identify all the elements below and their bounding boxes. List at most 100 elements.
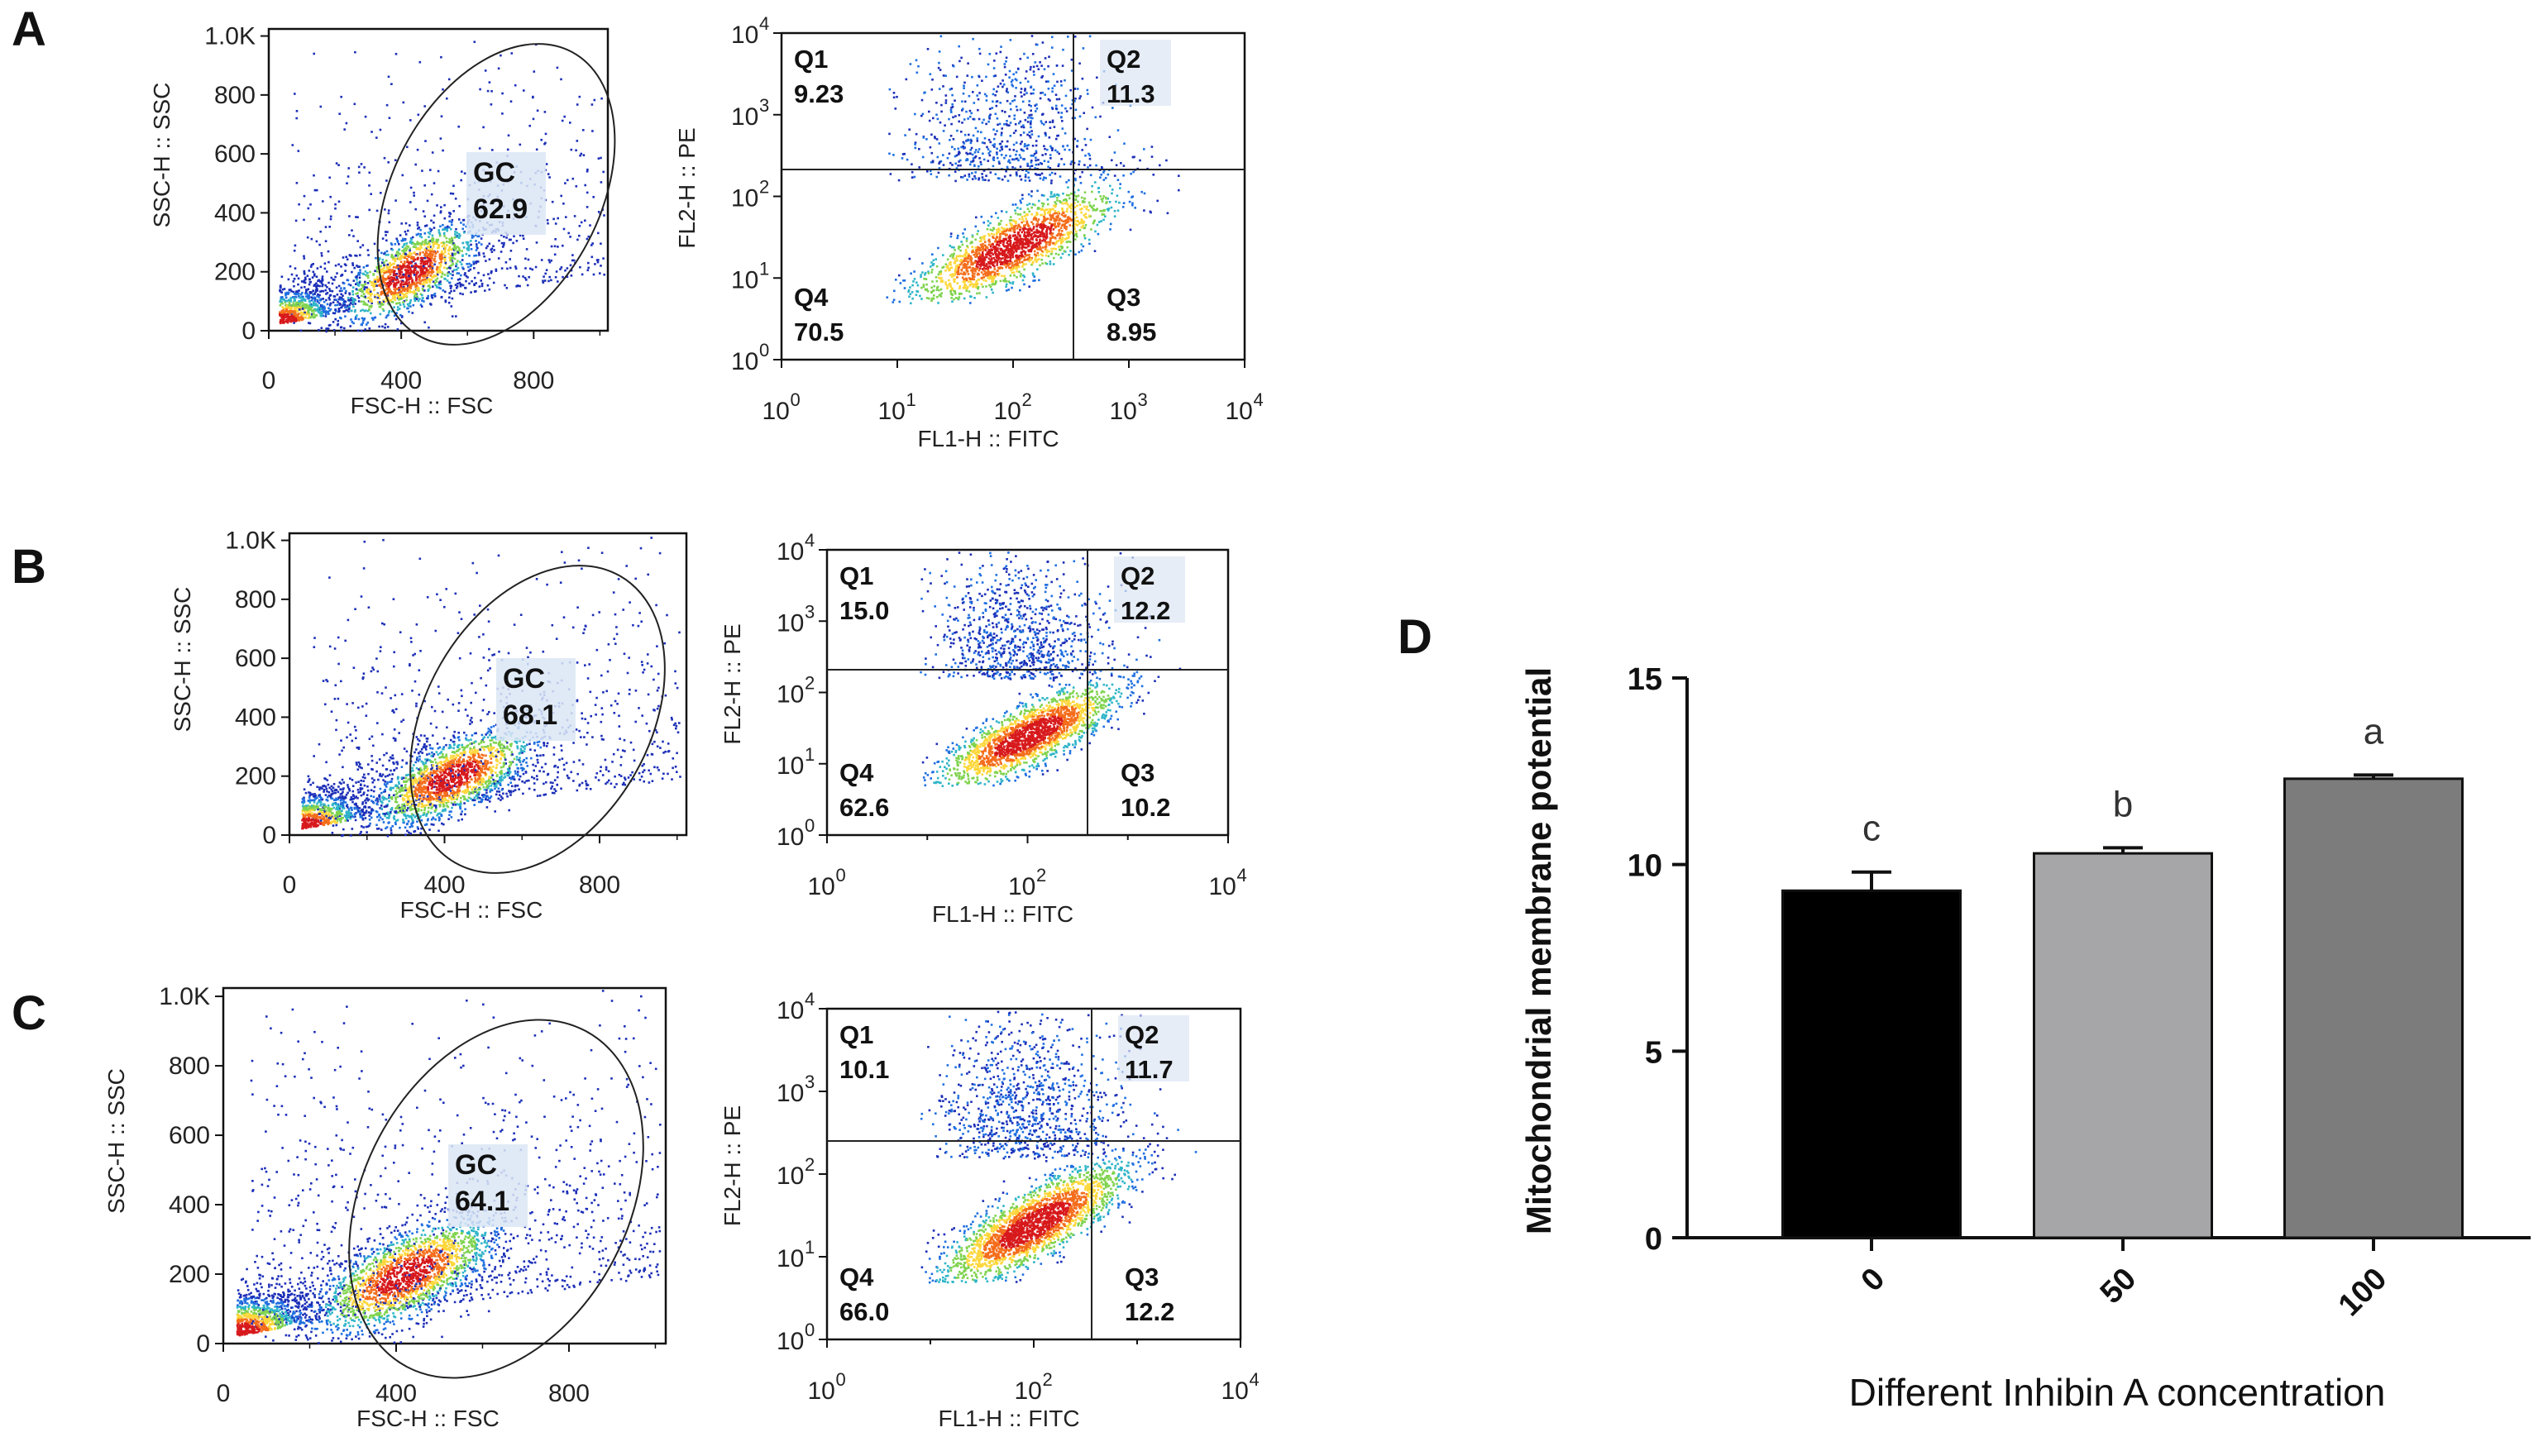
- event-dot: [324, 310, 327, 313]
- event-dot: [370, 304, 372, 308]
- event-dot: [502, 754, 505, 757]
- event-dot: [461, 227, 464, 231]
- event-dot: [326, 779, 329, 781]
- event-dot: [429, 255, 432, 258]
- event-dot: [433, 791, 436, 795]
- event-dot: [471, 748, 473, 751]
- event-dot: [383, 805, 386, 809]
- event-dot: [423, 243, 426, 246]
- event-dot: [300, 286, 303, 289]
- event-dot: [328, 298, 331, 301]
- event-dot: [394, 798, 398, 801]
- event-dot: [305, 291, 308, 294]
- event-dot: [507, 652, 510, 655]
- event-dot: [551, 785, 553, 788]
- event-dot: [596, 260, 600, 264]
- event-dot: [334, 317, 337, 321]
- event-dot: [465, 770, 467, 772]
- event-dot: [434, 804, 437, 807]
- event-dot: [488, 777, 490, 781]
- event-dot: [433, 797, 436, 800]
- event-dot: [488, 797, 490, 800]
- event-dot: [476, 571, 478, 575]
- event-dot: [294, 304, 298, 307]
- event-dot: [342, 298, 345, 302]
- event-dot: [304, 281, 307, 284]
- event-dot: [343, 814, 347, 817]
- event-dot: [543, 279, 547, 282]
- event-dot: [413, 775, 416, 777]
- event-dot: [351, 290, 354, 294]
- event-dot: [467, 246, 470, 249]
- event-dot: [650, 752, 653, 756]
- event-dot: [447, 781, 450, 785]
- event-dot: [409, 201, 412, 203]
- event-dot: [394, 784, 398, 786]
- event-dot: [442, 88, 444, 91]
- event-dot: [531, 776, 533, 779]
- event-dot: [571, 626, 575, 629]
- event-dot: [301, 308, 304, 310]
- event-dot: [571, 259, 574, 262]
- event-dot: [417, 738, 419, 741]
- event-dot: [429, 274, 433, 277]
- event-dot: [405, 750, 409, 753]
- event-dot: [497, 67, 500, 70]
- event-dot: [473, 786, 476, 789]
- event-dot: [409, 790, 411, 793]
- event-dot: [584, 624, 587, 628]
- event-dot: [436, 273, 439, 276]
- event-dot: [454, 198, 457, 200]
- event-dot: [375, 270, 379, 273]
- event-dot: [463, 795, 466, 798]
- event-dot: [664, 694, 667, 697]
- event-dot: [400, 239, 404, 242]
- event-dot: [328, 303, 332, 307]
- event-dot: [401, 803, 404, 806]
- event-dot: [410, 283, 414, 285]
- event-dot: [381, 237, 385, 240]
- event-dot: [480, 771, 483, 774]
- event-dot: [457, 765, 460, 768]
- event-dot: [417, 771, 419, 774]
- event-dot: [422, 297, 424, 299]
- event-dot: [301, 813, 304, 815]
- event-dot: [643, 780, 645, 783]
- event-dot: [488, 776, 491, 778]
- event-dot: [605, 766, 608, 769]
- event-dot: [346, 258, 349, 260]
- event-dot: [390, 832, 393, 834]
- event-dot: [339, 788, 342, 790]
- event-dot: [426, 262, 428, 265]
- event-dot: [554, 222, 557, 225]
- event-dot: [606, 670, 610, 673]
- event-dot: [395, 812, 399, 814]
- event-dot: [324, 805, 327, 809]
- event-dot: [383, 813, 385, 815]
- event-dot: [385, 103, 389, 107]
- event-dot: [639, 547, 643, 550]
- event-dot: [417, 265, 419, 268]
- event-dot: [289, 300, 293, 303]
- event-dot: [461, 746, 464, 749]
- event-dot: [662, 740, 664, 743]
- event-dot: [318, 311, 321, 314]
- event-dot: [508, 748, 511, 751]
- event-dot: [384, 300, 386, 303]
- event-dot: [448, 296, 451, 299]
- event-dot: [428, 227, 432, 230]
- event-dot: [355, 216, 357, 218]
- event-dot: [361, 819, 365, 821]
- event-dot: [569, 264, 572, 267]
- event-dot: [378, 297, 381, 300]
- event-dot: [471, 279, 473, 283]
- event-dot: [380, 775, 383, 778]
- event-dot: [431, 151, 434, 154]
- event-dot: [543, 742, 545, 744]
- event-dot: [417, 289, 420, 291]
- event-dot: [423, 239, 427, 242]
- event-dot: [394, 790, 398, 792]
- event-dot: [419, 791, 423, 794]
- event-dot: [417, 786, 420, 790]
- event-dot: [445, 802, 448, 804]
